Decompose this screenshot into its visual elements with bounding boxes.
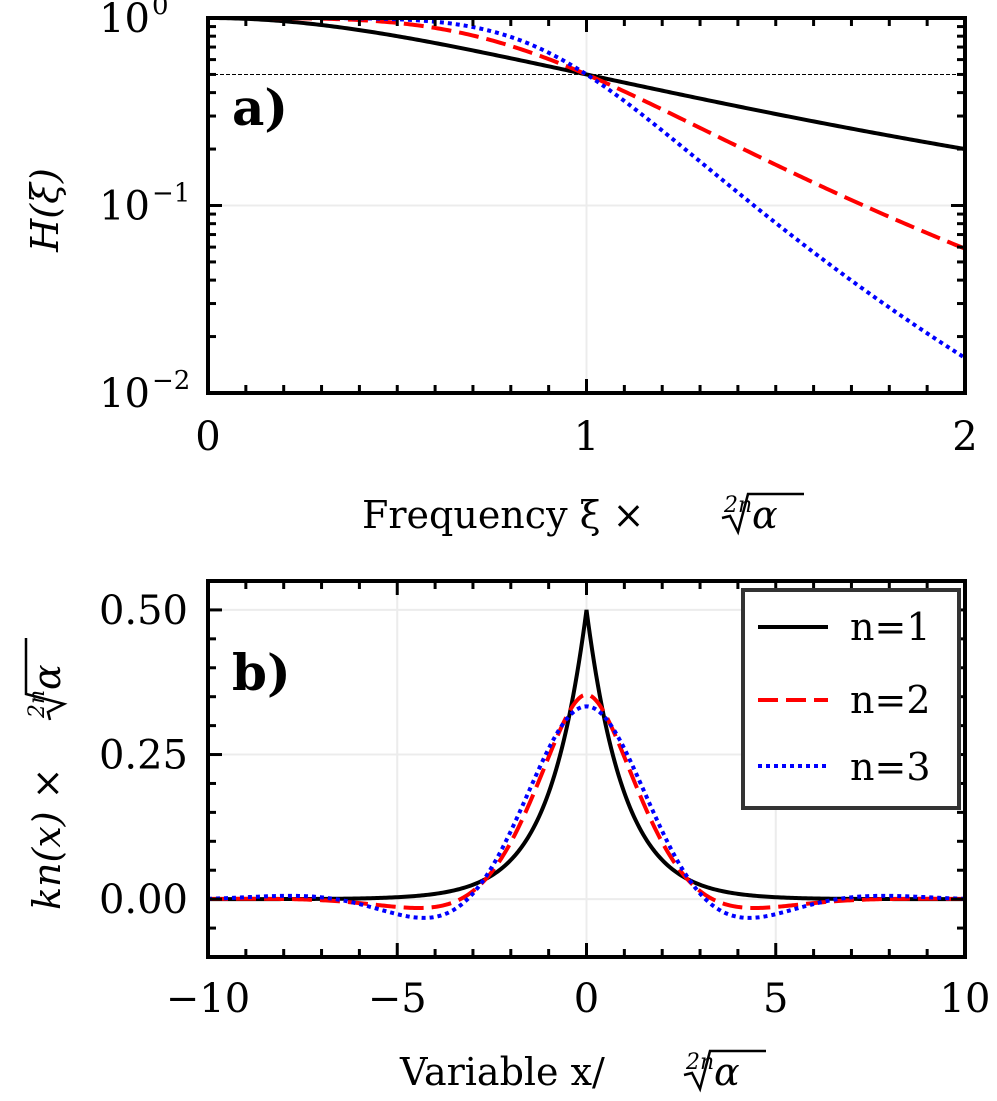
curve-n=3: [207, 704, 966, 920]
panel-b-curves: [207, 609, 966, 920]
curve-n=1: [208, 16, 966, 152]
panel-b: −10 −5 0 5 10 0.00 0.25 0.50 b) n=1 n=2 n=3 kn(…: [24, 579, 991, 1094]
y-tick-label-1: 10 −1: [99, 179, 190, 230]
root-sign: [721, 492, 804, 536]
y-tick-label-0: 10 0: [99, 0, 168, 42]
panel-b-ylabel-text: kn(x) ×: [25, 768, 69, 911]
legend-entry-n2: n=2: [758, 678, 931, 722]
panel-b-ylabel-root: 2n α: [24, 638, 69, 721]
legend-entry-n3: n=3: [758, 745, 931, 789]
panel-b-tick-labels: −10 −5 0 5 10 0.00 0.25 0.50: [99, 588, 991, 1022]
root-argument: α: [752, 493, 778, 537]
x-tick-label-2: 0: [574, 976, 599, 1022]
curve-n=2: [207, 692, 966, 910]
curve-n=1: [208, 609, 965, 902]
x-tick-label-4: 10: [940, 976, 991, 1022]
legend: n=1 n=2 n=3: [741, 588, 961, 810]
panel-b-xlabel: Variable x/ 2n α: [399, 1049, 766, 1094]
root-argument: α: [714, 1050, 740, 1094]
y-tick-label-2: 0.50: [99, 588, 188, 634]
y-tick-label-base: 10: [99, 184, 150, 230]
panel-b-xlabel-root: 2n α: [683, 1049, 766, 1094]
root-argument: α: [25, 664, 69, 690]
legend-label-n1: n=1: [850, 605, 931, 649]
legend-entry-n1: n=1: [758, 605, 931, 649]
y-tick-label-1: 0.25: [99, 733, 188, 779]
panel-a-ylabel: H(ξ): [23, 168, 67, 253]
panel-a-xlabel-text: Frequency ξ ×: [362, 493, 644, 537]
panel-a-xlabel-root: 2n α: [721, 492, 804, 537]
panel-a-xlabel: Frequency ξ × 2n α: [362, 492, 804, 537]
x-tick-label-1: −5: [368, 976, 427, 1022]
root-sign: [24, 638, 68, 721]
x-tick-label-1: 1: [574, 414, 599, 460]
legend-label-n2: n=2: [850, 678, 931, 722]
panel-b-label: b): [232, 643, 291, 702]
panel-a-frame: [206, 16, 967, 395]
y-tick-label-base: 10: [99, 371, 150, 417]
panel-b-frame: [206, 579, 967, 959]
panel-b-ylabel: kn(x) × 2n α: [24, 638, 69, 911]
x-tick-label-2: 2: [952, 414, 977, 460]
panel-a-label: a): [232, 78, 288, 137]
y-tick-label-exp: 0: [152, 0, 169, 21]
x-tick-label-3: 5: [763, 976, 788, 1022]
y-tick-label-2: 10 −2: [99, 366, 190, 417]
y-tick-label-exp: −1: [152, 179, 190, 209]
x-tick-label-0: 0: [195, 414, 220, 460]
panel-b-xlabel-text: Variable x/: [399, 1050, 605, 1094]
y-tick-label-base: 10: [99, 0, 150, 42]
legend-label-n3: n=3: [850, 745, 931, 789]
x-tick-label-0: −10: [166, 976, 250, 1022]
y-tick-label-exp: −2: [152, 366, 190, 396]
root-sign: [683, 1049, 766, 1093]
y-tick-label-0: 0.00: [99, 877, 188, 923]
